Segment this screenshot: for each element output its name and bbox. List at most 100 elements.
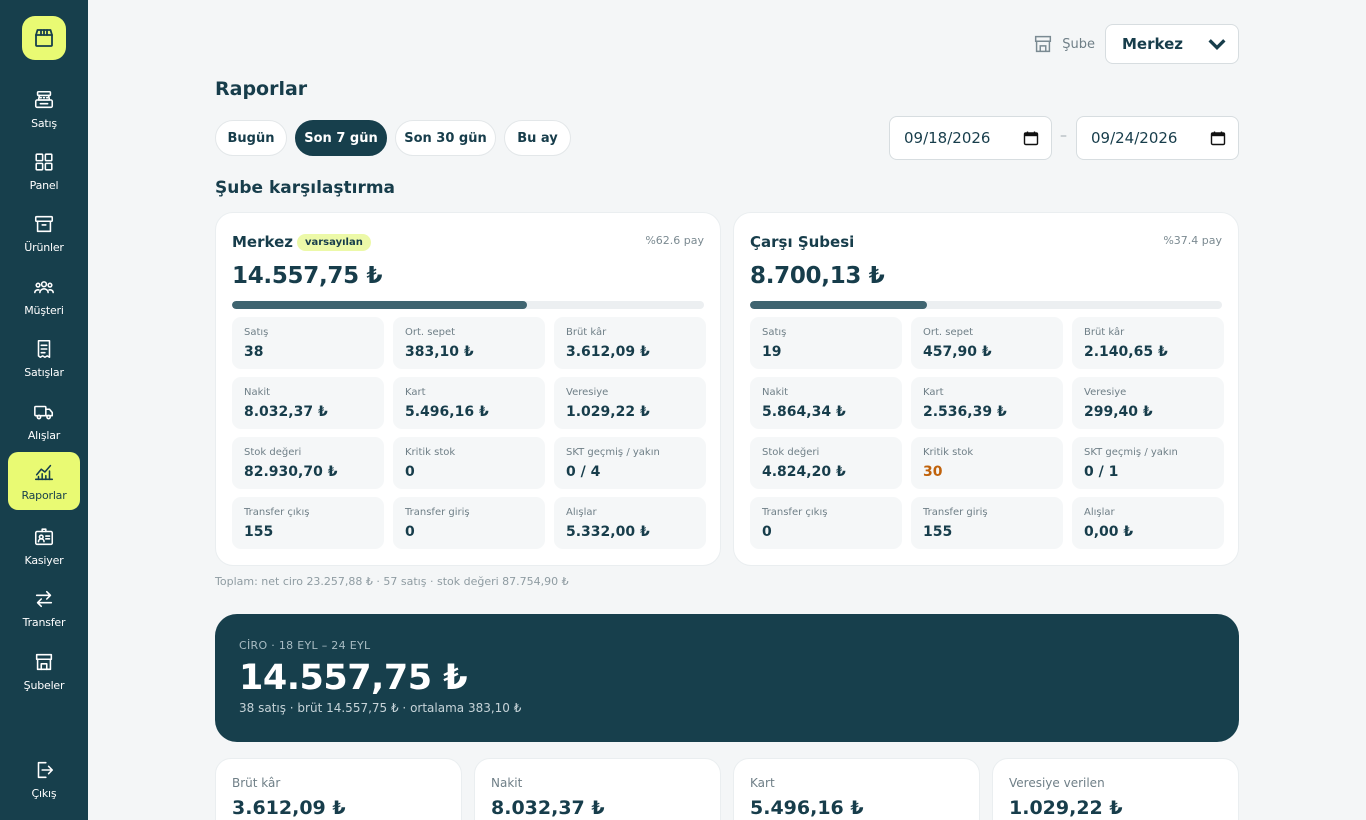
metric-tile: SKT geçmiş / yakın 0 / 4 [554, 437, 706, 489]
sidebar-item-label: Şubeler [23, 678, 65, 692]
sidebar-item-kasiyer[interactable]: Kasiyer [8, 517, 80, 575]
metric-tile: Transfer çıkış 155 [232, 497, 384, 549]
metric-value: 3.612,09 ₺ [566, 344, 650, 360]
metric-value: 19 [762, 344, 782, 360]
metric-label: Transfer çıkış [762, 507, 828, 518]
metric-value: 5.496,16 ₺ [405, 404, 489, 420]
metric-label: Nakit [762, 387, 789, 398]
branch-select-value: Merkez [1122, 35, 1183, 53]
store-icon [35, 653, 53, 670]
metric-value: 82.930,70 ₺ [244, 464, 338, 480]
sidebar-item-subeler[interactable]: Şubeler [8, 642, 80, 700]
metric-value: 299,40 ₺ [1084, 404, 1153, 420]
range-chip-7-days[interactable]: Son 7 gün [295, 120, 387, 156]
metric-tile: Transfer giriş 0 [393, 497, 545, 549]
metric-label: Ort. sepet [923, 327, 974, 338]
range-chip-this-month[interactable]: Bu ay [504, 120, 571, 156]
sidebar-item-alislar[interactable]: Alışlar [8, 392, 80, 450]
metric-tile: Alışlar 0,00 ₺ [1072, 497, 1224, 549]
metric-label: Brüt kâr [566, 327, 607, 338]
summary-value: 8.032,37 ₺ [491, 797, 605, 819]
summary-card-cash: Nakit 8.032,37 ₺ [474, 758, 721, 820]
metric-tile: Stok değeri 4.824,20 ₺ [750, 437, 902, 489]
metric-label: Brüt kâr [1084, 327, 1125, 338]
summary-value: 3.612,09 ₺ [232, 797, 346, 819]
metric-label: Kritik stok [923, 447, 974, 458]
sidebar-item-panel[interactable]: Panel [8, 142, 80, 200]
metric-value: 2.536,39 ₺ [923, 404, 1007, 420]
metric-value: 0 [762, 524, 772, 540]
branch-select[interactable]: Merkez [1105, 24, 1239, 64]
metric-tile: Kart 2.536,39 ₺ [911, 377, 1063, 429]
branch-share: %37.4 pay [1163, 234, 1222, 247]
archive-box-icon [34, 215, 54, 232]
sidebar-item-label: Panel [29, 178, 59, 192]
metric-tile: Veresiye 1.029,22 ₺ [554, 377, 706, 429]
branch-name-row: Çarşı Şubesi [750, 233, 854, 251]
branch-selector-bar: Şube Merkez [1032, 24, 1239, 64]
metric-label: Alışlar [566, 507, 597, 518]
metric-label: Stok değeri [244, 447, 302, 458]
range-chip-30-days[interactable]: Son 30 gün [395, 120, 496, 156]
metric-value: 5.332,00 ₺ [566, 524, 650, 540]
metric-value: 155 [244, 524, 274, 540]
logout-button[interactable]: Çıkış [8, 750, 80, 808]
range-chip-today[interactable]: Bugün [215, 120, 287, 156]
sidebar-item-label: Müşteri [24, 303, 64, 317]
date-to-input[interactable]: 09/24/2026 [1076, 116, 1239, 160]
sidebar-item-label: Satışlar [24, 365, 64, 379]
revenue-hero-card: CİRO · 18 EYL – 24 EYL 14.557,75 ₺ 38 sa… [215, 614, 1239, 742]
sidebar-item-musteri[interactable]: Müşteri [8, 267, 80, 325]
page-title: Raporlar [215, 78, 308, 100]
metric-tile: Ort. sepet 383,10 ₺ [393, 317, 545, 369]
metric-label: SKT geçmiş / yakın [1084, 447, 1178, 458]
metric-tile: Brüt kâr 3.612,09 ₺ [554, 317, 706, 369]
users-icon [34, 280, 54, 293]
metric-value: 0 / 1 [1084, 464, 1119, 480]
summary-value: 1.029,22 ₺ [1009, 797, 1123, 819]
metric-value: 5.864,34 ₺ [762, 404, 846, 420]
section-title-compare: Şube karşılaştırma [215, 178, 396, 198]
metric-label: Kart [405, 387, 426, 398]
summary-value: 5.496,16 ₺ [750, 797, 864, 819]
metric-label: Kritik stok [405, 447, 456, 458]
branch-share: %62.6 pay [645, 234, 704, 247]
branch-share-bar [750, 301, 1222, 309]
metric-tile: Nakit 8.032,37 ₺ [232, 377, 384, 429]
metric-label: Ort. sepet [405, 327, 456, 338]
store-logo-icon[interactable] [22, 16, 66, 60]
logout-label: Çıkış [31, 786, 57, 800]
sidebar-item-raporlar[interactable]: Raporlar [8, 452, 80, 510]
metric-label: Kart [923, 387, 944, 398]
compare-total-note: Toplam: net ciro 23.257,88 ₺ · 57 satış … [215, 575, 569, 588]
sidebar-item-label: Satış [31, 116, 57, 130]
metric-value: 8.032,37 ₺ [244, 404, 328, 420]
sidebar-item-label: Ürünler [24, 240, 64, 254]
calendar-icon[interactable] [1210, 130, 1226, 146]
branch-name: Çarşı Şubesi [750, 233, 855, 251]
default-badge: varsayılan [296, 233, 371, 251]
metric-tile: Transfer çıkış 0 [750, 497, 902, 549]
arrows-exchange-icon [35, 590, 53, 607]
sidebar-item-satis[interactable]: Satış [8, 80, 80, 138]
metric-label: Satış [762, 327, 787, 338]
metric-value: 0,00 ₺ [1084, 524, 1134, 540]
metric-value: 155 [923, 524, 953, 540]
calendar-icon[interactable] [1023, 130, 1039, 146]
sidebar-item-transfer[interactable]: Transfer [8, 579, 80, 637]
branch-label: Şube [1062, 36, 1095, 52]
sidebar-item-urunler[interactable]: Ürünler [8, 204, 80, 262]
summary-label: Brüt kâr [232, 776, 281, 790]
metric-label: Satış [244, 327, 269, 338]
date-separator: – [1060, 128, 1067, 144]
branch-card-carsi: Çarşı Şubesi %37.4 pay 8.700,13 ₺ Satış 1… [733, 212, 1239, 566]
summary-label: Kart [750, 776, 775, 790]
metric-label: Veresiye [566, 387, 609, 398]
summary-label: Veresiye verilen [1009, 776, 1105, 790]
branch-total: 14.557,75 ₺ [232, 263, 383, 289]
sidebar-item-satislar[interactable]: Satışlar [8, 329, 80, 387]
metric-value: 1.029,22 ₺ [566, 404, 650, 420]
metric-tile: Kart 5.496,16 ₺ [393, 377, 545, 429]
date-from-input[interactable]: 09/18/2026 [889, 116, 1052, 160]
date-from-value: 09/18/2026 [904, 129, 991, 147]
